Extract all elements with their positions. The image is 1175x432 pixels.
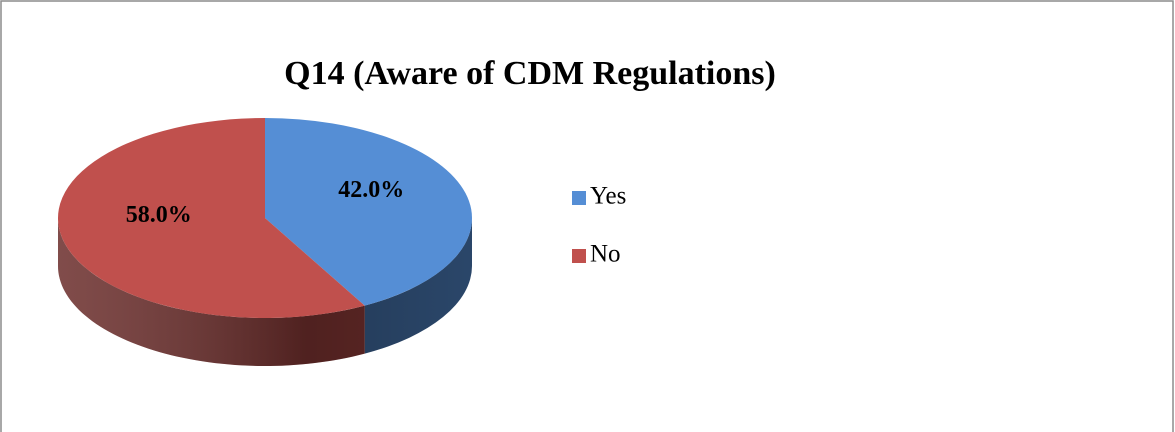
legend-swatch	[572, 191, 586, 205]
legend-swatch	[572, 249, 586, 263]
pie-slice	[265, 118, 473, 306]
legend-label: Yes	[590, 183, 626, 210]
legend-label: No	[590, 241, 621, 268]
pie-slice	[57, 118, 365, 318]
data-label: 58.0%	[126, 202, 192, 228]
data-label: 42.0%	[338, 177, 404, 203]
side-overlay	[58, 218, 472, 366]
chart-title: Q14 (Aware of CDM Regulations)	[284, 55, 776, 92]
